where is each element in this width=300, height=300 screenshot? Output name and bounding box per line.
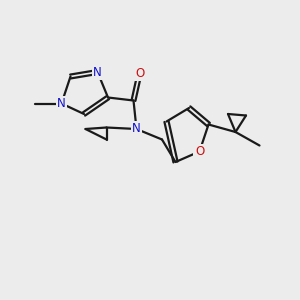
Text: N: N xyxy=(132,122,141,136)
Text: O: O xyxy=(195,145,204,158)
Text: N: N xyxy=(93,65,102,79)
Text: O: O xyxy=(135,67,144,80)
Text: N: N xyxy=(57,97,66,110)
